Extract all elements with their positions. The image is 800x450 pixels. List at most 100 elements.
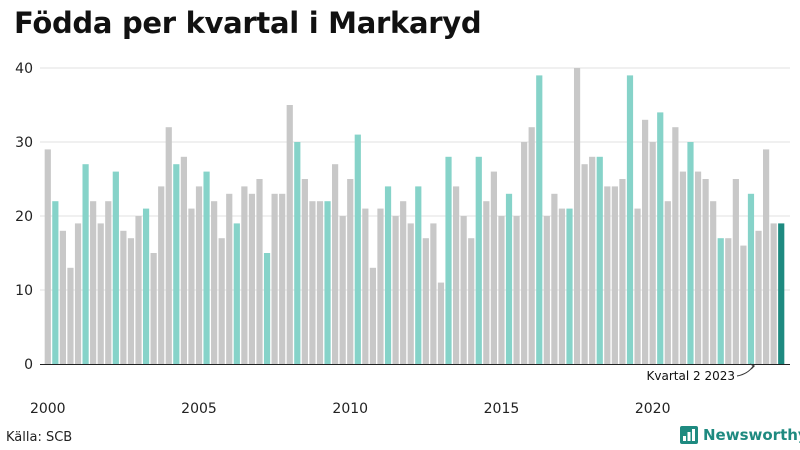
bar	[543, 216, 550, 364]
bar	[165, 127, 172, 364]
bar	[415, 186, 422, 364]
bar	[211, 201, 218, 364]
x-tick-label: 2015	[484, 401, 520, 417]
bar	[468, 238, 475, 364]
bar	[483, 201, 490, 364]
bar	[611, 186, 618, 364]
bar	[112, 171, 119, 364]
bar	[664, 201, 671, 364]
bar	[294, 142, 301, 364]
bar	[233, 223, 240, 364]
bar	[778, 223, 785, 364]
bar	[528, 127, 535, 364]
bar	[59, 230, 67, 364]
annotation-label: Kvartal 2 2023	[647, 369, 735, 383]
bar	[135, 216, 142, 364]
bar	[377, 208, 384, 364]
bar	[316, 201, 324, 364]
bar	[566, 208, 573, 364]
y-tick-label: 30	[15, 135, 33, 151]
bar	[150, 253, 157, 364]
bar	[732, 179, 739, 364]
bar	[241, 186, 248, 364]
bar	[710, 201, 717, 364]
bar	[422, 238, 429, 364]
bar	[762, 149, 770, 364]
x-tick-label: 2020	[635, 401, 671, 417]
brand-logo: Newsworthy	[680, 426, 800, 444]
bar	[702, 179, 709, 364]
bar	[271, 193, 278, 364]
source-note: Källa: SCB	[6, 430, 73, 445]
bar	[248, 193, 256, 364]
annotation: Kvartal 2 2023	[647, 363, 756, 383]
bar	[127, 238, 135, 364]
bar	[581, 164, 588, 364]
bar	[74, 223, 82, 364]
bar	[347, 179, 354, 364]
bar	[604, 186, 611, 364]
bar	[90, 201, 97, 364]
bar	[188, 208, 195, 364]
bars	[44, 68, 785, 365]
annotation-arrow	[736, 363, 756, 377]
bar	[460, 216, 467, 364]
y-tick-label: 0	[24, 357, 33, 373]
bar	[407, 223, 414, 364]
y-tick-label: 10	[15, 283, 33, 299]
bar	[158, 186, 165, 364]
bar	[649, 142, 656, 364]
bar	[672, 127, 679, 364]
bar	[324, 201, 331, 364]
bar	[279, 193, 286, 364]
bar	[513, 216, 520, 364]
bar	[354, 134, 361, 364]
bar	[226, 193, 233, 364]
bar	[195, 186, 203, 364]
bar	[679, 171, 687, 364]
bar	[694, 171, 702, 364]
bar	[740, 245, 747, 364]
bar	[339, 216, 346, 364]
bar	[173, 164, 180, 364]
bar	[82, 164, 89, 364]
bar	[475, 156, 482, 364]
x-tick-label: 2000	[30, 401, 66, 417]
bar	[573, 68, 581, 364]
bar	[551, 193, 558, 364]
bar	[52, 201, 59, 364]
y-tick-label: 40	[15, 61, 33, 77]
bar	[44, 149, 51, 364]
y-tick-label: 20	[15, 209, 33, 225]
bar	[589, 156, 596, 364]
bar	[97, 223, 104, 364]
bar	[536, 75, 543, 365]
bar	[301, 179, 308, 364]
bar	[430, 223, 437, 364]
bar	[490, 171, 497, 364]
bar	[642, 119, 649, 364]
bar	[400, 201, 407, 364]
bar	[332, 164, 339, 364]
bar	[362, 208, 369, 364]
bar	[755, 230, 762, 364]
y-axis-ticks: 0 10 20 30 40	[15, 61, 33, 373]
bar	[747, 193, 755, 364]
bar	[309, 201, 316, 364]
bar	[521, 142, 528, 364]
chart-title: Födda per kvartal i Markaryd	[14, 6, 482, 40]
bar	[286, 105, 293, 364]
bar	[725, 238, 732, 364]
bar	[392, 216, 399, 364]
brand-name: Newsworthy	[703, 426, 800, 444]
bar	[505, 193, 513, 364]
x-axis-ticks: 2000 2005 2010 2015 2020	[30, 401, 671, 417]
bar-chart-logo-icon	[680, 426, 698, 444]
bar	[452, 186, 460, 364]
bar	[384, 186, 392, 364]
bar	[105, 201, 112, 364]
bar	[687, 142, 694, 364]
bar	[657, 112, 664, 365]
bar	[770, 223, 777, 364]
